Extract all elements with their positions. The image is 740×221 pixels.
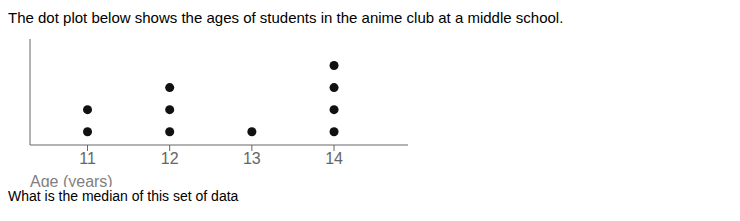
- svg-text:13: 13: [243, 150, 261, 167]
- svg-text:11: 11: [79, 150, 96, 167]
- html-text:What is the median of this set: What is the median of this set of data: [8, 188, 239, 204]
- html-text:The dot plot below shows the a: The dot plot below shows the ages of stu…: [8, 9, 564, 26]
- svg-text:Age (years): Age (years): [30, 173, 113, 187]
- svg-text:14: 14: [325, 150, 343, 167]
- svg-text:12: 12: [161, 150, 179, 167]
